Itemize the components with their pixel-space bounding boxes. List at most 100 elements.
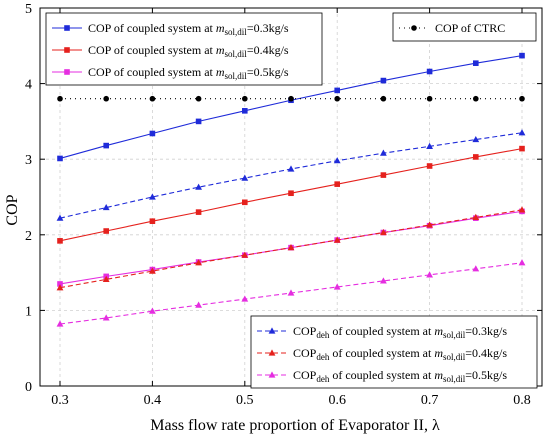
data-point-cop_03 [334, 87, 340, 94]
data-point-deh_03 [56, 214, 64, 221]
legend-item-cop_03: COP of coupled system at msol,dil=0.3kg/… [52, 21, 289, 37]
legend-item-deh_05: COPdeh of coupled system at msol,dil=0.5… [257, 368, 507, 384]
legend-label: COP of coupled system at msol,dil=0.4kg/… [88, 43, 289, 59]
data-point-deh_05 [518, 259, 526, 266]
legend-box [392, 12, 537, 42]
series-deh_05 [56, 259, 526, 327]
y-tick-label: 0 [25, 380, 32, 395]
data-point-deh_05 [333, 283, 341, 290]
data-point-deh_03 [241, 174, 249, 181]
legend-swatch-marker [64, 25, 70, 31]
data-point-deh_04 [56, 284, 64, 291]
series-ctrc [57, 95, 525, 102]
y-axis-label: COP [4, 194, 21, 225]
data-point-cop_03 [380, 77, 387, 84]
data-point-ctrc [334, 95, 341, 102]
x-tick-label: 0.7 [421, 393, 439, 408]
data-point-deh_04 [287, 244, 295, 251]
data-point-ctrc [103, 95, 109, 102]
data-point-ctrc [426, 95, 433, 102]
data-point-deh_03 [426, 142, 433, 149]
x-tick-label: 0.5 [236, 393, 254, 408]
data-point-cop_04 [242, 199, 248, 206]
legend-swatch-marker [64, 69, 70, 75]
legend-label: COPdeh of coupled system at msol,dil=0.5… [293, 368, 507, 384]
data-point-deh_04 [102, 275, 110, 283]
legend-label: COPdeh of coupled system at msol,dil=0.4… [293, 346, 507, 362]
data-point-deh_05 [149, 307, 156, 314]
data-point-ctrc [242, 95, 248, 102]
data-point-cop_03 [519, 52, 525, 59]
data-point-deh_04 [380, 228, 387, 236]
data-point-deh_05 [426, 271, 433, 278]
data-point-ctrc [288, 95, 294, 102]
legends: COP of coupled system at msol,dil=0.3kg/… [45, 12, 538, 389]
data-point-deh_04 [472, 213, 480, 221]
data-point-deh_03 [149, 193, 156, 200]
data-point-ctrc [473, 95, 479, 102]
legend-label: COP of coupled system at msol,dil=0.3kg/… [88, 21, 289, 37]
legend-swatch-marker [64, 47, 70, 53]
legend-swatch-marker [268, 349, 276, 356]
data-point-cop_04 [195, 209, 202, 215]
data-point-deh_05 [195, 301, 202, 308]
data-point-ctrc [380, 95, 387, 102]
data-point-deh_05 [287, 289, 295, 296]
legend-swatch-marker [411, 25, 417, 31]
series-cop_04 [57, 145, 525, 244]
y-tick-label: 4 [25, 78, 32, 93]
data-point-deh_03 [333, 157, 341, 164]
data-point-cop_03 [195, 118, 202, 125]
x-tick-label: 0.8 [513, 393, 531, 408]
data-point-deh_04 [195, 259, 202, 266]
y-tick-label: 2 [25, 229, 32, 244]
data-point-cop_04 [57, 238, 63, 244]
series-layer [56, 52, 526, 327]
data-point-cop_03 [149, 130, 156, 137]
legend-item-ctrc: COP of CTRC [399, 21, 505, 35]
data-point-deh_05 [380, 277, 387, 284]
y-tick-label: 1 [25, 304, 32, 319]
data-point-ctrc [519, 95, 525, 102]
data-point-cop_04 [334, 181, 340, 187]
data-point-cop_04 [288, 190, 294, 197]
data-point-cop_03 [426, 68, 433, 75]
x-tick-label: 0.6 [328, 393, 346, 408]
data-point-cop_03 [103, 142, 109, 149]
data-point-deh_05 [102, 314, 110, 321]
legend-top-left: COP of coupled system at msol,dil=0.3kg/… [45, 12, 323, 86]
data-point-cop_04 [380, 172, 387, 178]
data-point-deh_03 [380, 149, 387, 156]
data-point-deh_05 [472, 265, 480, 272]
legend-box [250, 315, 538, 389]
data-point-cop_03 [242, 108, 248, 114]
data-point-ctrc [195, 95, 202, 102]
axis-ticks: 0.3 0.4 0.5 0.6 0.7 0.8 0 1 2 3 4 5 [25, 2, 542, 408]
data-point-deh_03 [195, 183, 202, 190]
data-point-deh_04 [149, 267, 156, 274]
legend-swatch-marker [268, 327, 276, 334]
x-axis-label: Mass flow rate proportion of Evaporator … [150, 417, 440, 434]
data-point-cop_04 [426, 163, 433, 169]
data-point-deh_03 [518, 129, 526, 136]
x-tick-label: 0.4 [144, 393, 162, 408]
data-point-deh_05 [241, 295, 249, 302]
data-point-cop_03 [473, 60, 479, 66]
legend-item-deh_04: COPdeh of coupled system at msol,dil=0.4… [257, 346, 507, 362]
data-point-deh_05 [56, 320, 64, 327]
data-point-cop_03 [57, 155, 63, 162]
data-point-cop_04 [103, 228, 109, 234]
data-point-deh_04 [426, 221, 433, 228]
series-line-deh_03 [59, 132, 523, 219]
legend-item-deh_03: COPdeh of coupled system at msol,dil=0.3… [257, 324, 507, 340]
legend-bottom-right: COPdeh of coupled system at msol,dil=0.3… [250, 315, 538, 389]
data-point-cop_04 [519, 145, 525, 152]
y-tick-label: 3 [25, 153, 32, 168]
legend-item-cop_05: COP of coupled system at msol,dil=0.5kg/… [52, 65, 289, 81]
legend-box [45, 12, 323, 86]
data-point-deh_04 [333, 236, 341, 243]
x-tick-label: 0.3 [51, 393, 69, 408]
legend-item-cop_04: COP of coupled system at msol,dil=0.4kg/… [52, 43, 289, 59]
series-deh_04 [56, 206, 526, 291]
